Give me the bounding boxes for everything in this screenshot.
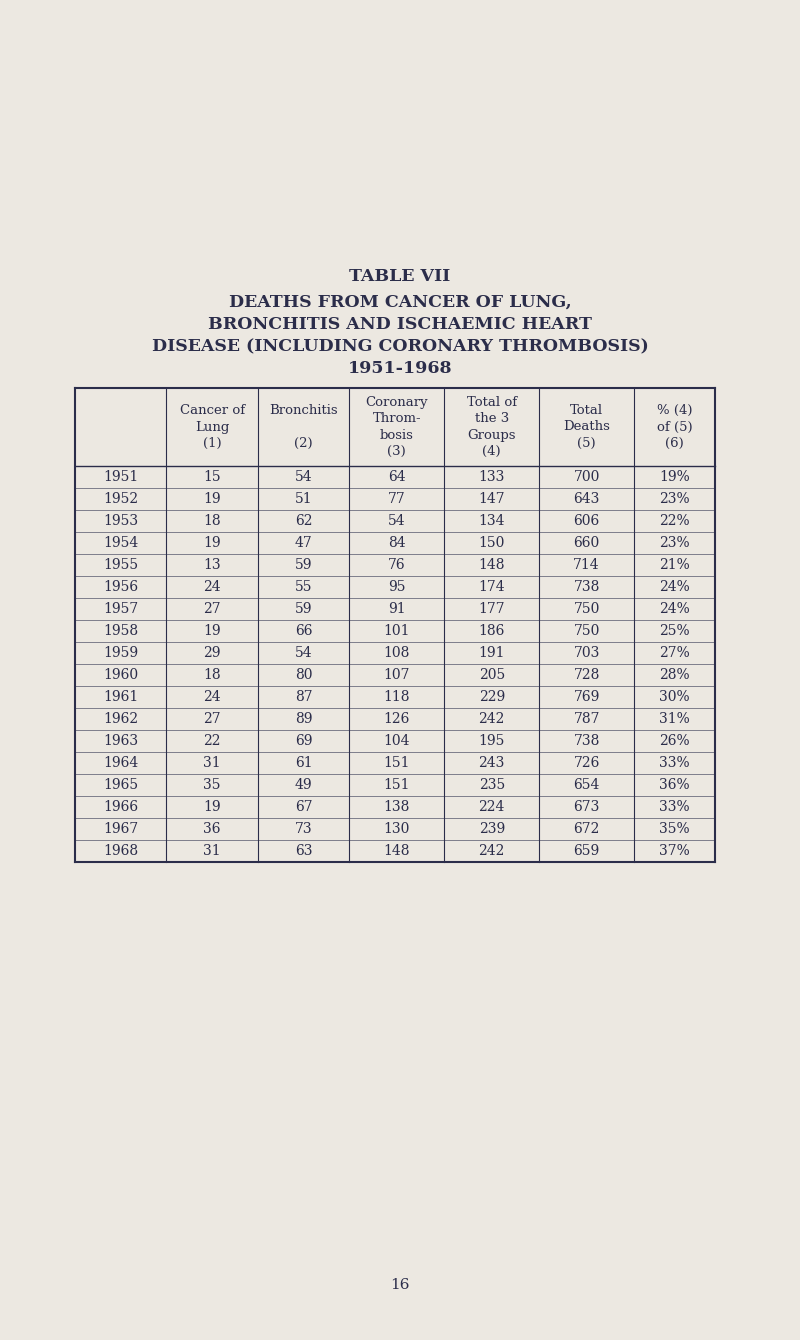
Text: 1959: 1959 [103,646,138,661]
Text: 242: 242 [478,712,505,726]
Text: 1966: 1966 [103,800,138,813]
Text: 738: 738 [574,580,600,594]
Text: 1955: 1955 [103,557,138,572]
Text: 89: 89 [295,712,312,726]
Text: 51: 51 [294,492,312,507]
Text: 130: 130 [383,821,410,836]
Text: 23%: 23% [659,536,690,549]
Text: 700: 700 [574,470,600,484]
Text: TABLE VII: TABLE VII [350,268,450,285]
Text: 787: 787 [574,712,600,726]
Text: 728: 728 [574,669,600,682]
Text: 108: 108 [383,646,410,661]
Text: 84: 84 [388,536,406,549]
Text: 1958: 1958 [103,624,138,638]
Text: 1964: 1964 [103,756,138,770]
Text: 224: 224 [478,800,505,813]
Text: 134: 134 [478,515,505,528]
Text: 229: 229 [478,690,505,704]
Text: 73: 73 [294,821,312,836]
Text: 107: 107 [383,669,410,682]
Text: 101: 101 [383,624,410,638]
Text: 87: 87 [294,690,312,704]
Text: 177: 177 [478,602,505,616]
Text: 66: 66 [295,624,312,638]
Text: DISEASE (INCLUDING CORONARY THROMBOSIS): DISEASE (INCLUDING CORONARY THROMBOSIS) [152,339,648,355]
Text: 660: 660 [574,536,600,549]
Text: 195: 195 [478,734,505,748]
Text: 80: 80 [295,669,312,682]
Text: 30%: 30% [659,690,690,704]
Text: 61: 61 [294,756,312,770]
Text: 54: 54 [294,646,312,661]
Text: 1965: 1965 [103,779,138,792]
Text: 62: 62 [295,515,312,528]
Text: 126: 126 [383,712,410,726]
Text: BRONCHITIS AND ISCHAEMIC HEART: BRONCHITIS AND ISCHAEMIC HEART [208,316,592,334]
Text: 118: 118 [383,690,410,704]
Text: 1952: 1952 [103,492,138,507]
Text: 1956: 1956 [103,580,138,594]
Text: 205: 205 [478,669,505,682]
Text: 25%: 25% [659,624,690,638]
Text: 750: 750 [574,602,600,616]
Text: 54: 54 [294,470,312,484]
Text: 235: 235 [478,779,505,792]
Text: 1967: 1967 [103,821,138,836]
Text: Bronchitis

(2): Bronchitis (2) [270,403,338,450]
Text: 33%: 33% [659,800,690,813]
Text: 22%: 22% [659,515,690,528]
Text: 35%: 35% [659,821,690,836]
Text: Total
Deaths
(5): Total Deaths (5) [563,403,610,450]
Text: 19%: 19% [659,470,690,484]
Text: 21%: 21% [659,557,690,572]
Text: 13: 13 [203,557,221,572]
Text: 24%: 24% [659,602,690,616]
Text: 738: 738 [574,734,600,748]
Text: 138: 138 [383,800,410,813]
Text: 95: 95 [388,580,406,594]
Text: 606: 606 [574,515,600,528]
Text: 750: 750 [574,624,600,638]
Text: 47: 47 [294,536,313,549]
Text: 18: 18 [203,515,221,528]
Text: 19: 19 [203,624,221,638]
Text: 659: 659 [574,844,600,858]
Text: 19: 19 [203,800,221,813]
Text: 1954: 1954 [103,536,138,549]
Text: 76: 76 [388,557,406,572]
Text: 31%: 31% [659,712,690,726]
Text: 31: 31 [203,844,221,858]
Text: 1968: 1968 [103,844,138,858]
Text: 35: 35 [203,779,221,792]
Text: 15: 15 [203,470,221,484]
Text: 24%: 24% [659,580,690,594]
Text: 673: 673 [574,800,600,813]
Text: 36%: 36% [659,779,690,792]
Text: 243: 243 [478,756,505,770]
Text: 174: 174 [478,580,505,594]
Text: 133: 133 [478,470,505,484]
Text: 16: 16 [390,1278,410,1292]
Text: 104: 104 [383,734,410,748]
Text: % (4)
of (5)
(6): % (4) of (5) (6) [657,403,692,450]
Text: 1962: 1962 [103,712,138,726]
Text: 769: 769 [574,690,600,704]
Text: 151: 151 [383,779,410,792]
Text: 24: 24 [203,690,221,704]
Text: 1960: 1960 [103,669,138,682]
Text: 36: 36 [203,821,221,836]
Text: 150: 150 [478,536,505,549]
Text: DEATHS FROM CANCER OF LUNG,: DEATHS FROM CANCER OF LUNG, [229,293,571,311]
Text: 191: 191 [478,646,505,661]
Text: 91: 91 [388,602,406,616]
Text: 1957: 1957 [103,602,138,616]
Text: 23%: 23% [659,492,690,507]
Text: Coronary
Throm-
bosis
(3): Coronary Throm- bosis (3) [366,395,428,458]
Text: Cancer of
Lung
(1): Cancer of Lung (1) [179,403,245,450]
Text: 22: 22 [203,734,221,748]
Text: 63: 63 [295,844,312,858]
Text: 37%: 37% [659,844,690,858]
Text: 18: 18 [203,669,221,682]
Text: 643: 643 [574,492,600,507]
